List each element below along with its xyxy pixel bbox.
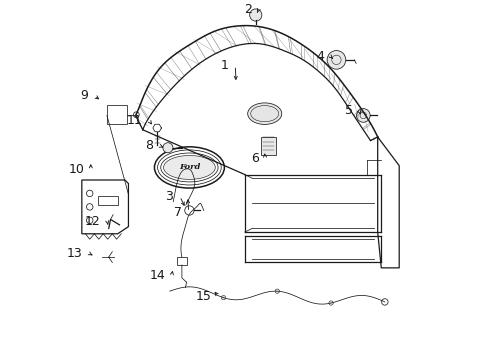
Text: 2: 2 [245,3,252,16]
Text: 14: 14 [149,269,166,282]
Text: 9: 9 [80,89,88,102]
Text: 3: 3 [166,190,173,203]
Text: 13: 13 [67,247,83,260]
Text: 12: 12 [85,215,101,228]
Text: 7: 7 [174,206,182,219]
Ellipse shape [247,103,282,125]
Text: Ford: Ford [179,163,200,171]
Text: 4: 4 [316,50,324,63]
FancyBboxPatch shape [261,136,276,155]
Ellipse shape [164,156,215,179]
Circle shape [221,296,225,300]
Text: 11: 11 [127,114,143,127]
Text: 5: 5 [344,104,353,117]
Text: 1: 1 [221,59,229,72]
Circle shape [357,109,370,122]
Text: 10: 10 [69,163,84,176]
Text: 15: 15 [196,290,212,303]
Circle shape [163,143,173,153]
Circle shape [250,9,262,21]
Circle shape [327,50,346,69]
Text: 6: 6 [251,152,259,165]
Circle shape [329,301,333,305]
Text: 8: 8 [146,139,153,152]
Circle shape [275,289,279,293]
